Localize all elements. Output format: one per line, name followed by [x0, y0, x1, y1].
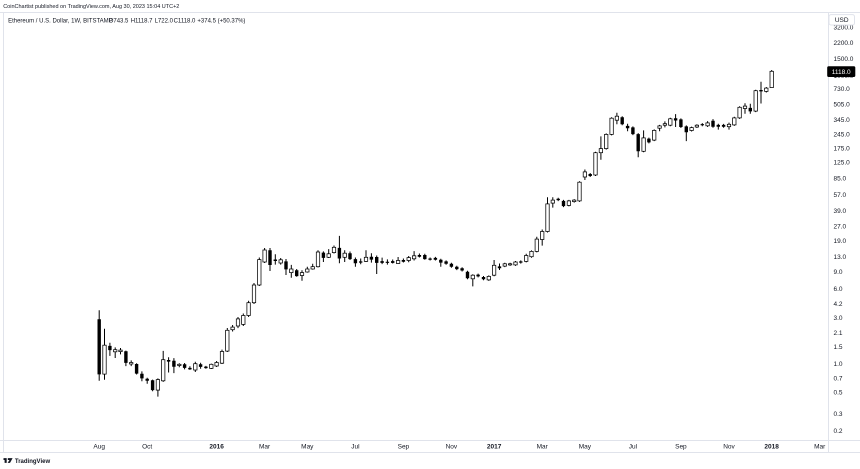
svg-text:0.7: 0.7 [834, 376, 843, 383]
svg-text:245.0: 245.0 [834, 131, 851, 138]
svg-text:9.0: 9.0 [834, 269, 843, 276]
svg-text:Sep: Sep [675, 444, 687, 451]
svg-text:Nov: Nov [446, 444, 458, 451]
svg-text:Ethereum / U.S. Dollar, 1W, BI: Ethereum / U.S. Dollar, 1W, BITSTAMP [8, 19, 113, 25]
svg-text:27.0: 27.0 [834, 223, 847, 230]
svg-text:Mar: Mar [259, 444, 271, 451]
svg-text:175.0: 175.0 [834, 146, 851, 153]
svg-text:1118.0: 1118.0 [832, 69, 851, 76]
svg-text:Mar: Mar [537, 444, 549, 451]
svg-text:Mar: Mar [814, 444, 826, 451]
svg-text:0.2: 0.2 [834, 428, 843, 435]
svg-text:345.0: 345.0 [834, 117, 851, 124]
svg-text:O743.5: O743.5 [109, 19, 129, 25]
svg-text:0.3: 0.3 [834, 411, 843, 418]
svg-text:L722.0: L722.0 [155, 19, 174, 25]
svg-text:1.0: 1.0 [834, 361, 843, 368]
svg-text:505.0: 505.0 [834, 101, 851, 108]
svg-text:19.0: 19.0 [834, 238, 847, 245]
svg-text:0.5: 0.5 [834, 390, 843, 397]
svg-text:May: May [579, 444, 592, 451]
svg-text:85.0: 85.0 [834, 176, 847, 183]
svg-text:H1118.7: H1118.7 [131, 19, 153, 25]
svg-text:Jul: Jul [351, 444, 360, 451]
svg-text:USD: USD [835, 17, 849, 24]
svg-text:2018: 2018 [764, 444, 779, 451]
svg-text:730.0: 730.0 [834, 86, 851, 93]
svg-text:Nov: Nov [723, 444, 735, 451]
svg-text:Sep: Sep [398, 444, 410, 451]
svg-text:2016: 2016 [209, 444, 224, 451]
svg-text:39.0: 39.0 [834, 208, 847, 215]
svg-text:13.0: 13.0 [834, 254, 847, 261]
svg-text:TradingView: TradingView [15, 459, 51, 465]
svg-text:Jul: Jul [629, 444, 638, 451]
svg-text:6.0: 6.0 [834, 286, 843, 293]
svg-text:2200.0: 2200.0 [834, 40, 854, 47]
svg-text:2.1: 2.1 [834, 330, 843, 337]
svg-text:3200.0: 3200.0 [834, 24, 854, 31]
svg-text:1500.0: 1500.0 [834, 56, 854, 63]
svg-text:57.0: 57.0 [834, 192, 847, 199]
svg-text:+374.5 (+50.37%): +374.5 (+50.37%) [197, 19, 245, 25]
svg-text:1.5: 1.5 [834, 344, 843, 351]
svg-text:2017: 2017 [487, 444, 502, 451]
svg-text:May: May [301, 444, 314, 451]
svg-text:125.0: 125.0 [834, 160, 851, 167]
svg-text:3.0: 3.0 [834, 315, 843, 322]
svg-text:4.2: 4.2 [834, 301, 843, 308]
svg-text:Oct: Oct [142, 444, 152, 451]
svg-text:C1118.0: C1118.0 [174, 19, 196, 25]
svg-text:CoinChartist published on Trad: CoinChartist published on TradingView.co… [3, 4, 179, 10]
svg-text:Aug: Aug [93, 444, 105, 451]
